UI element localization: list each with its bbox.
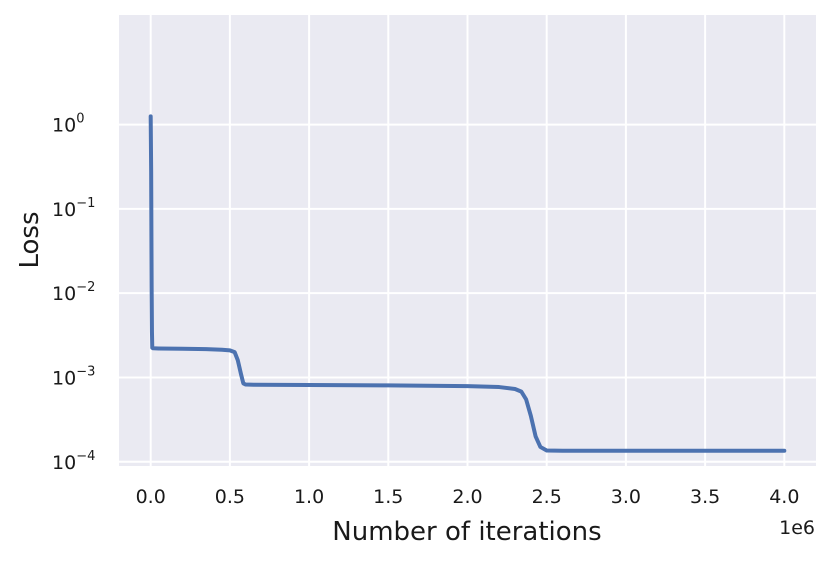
x-offset-text: 1e6: [779, 517, 815, 539]
x-tick-label: 3.0: [611, 486, 641, 508]
x-axis-label: Number of iterations: [332, 517, 601, 547]
x-tick-label: 2.5: [532, 486, 562, 508]
y-axis-label: Loss: [15, 211, 45, 268]
x-tick-label: 4.0: [769, 486, 799, 508]
tick-labels: 0.0 0.5 1.0 1.5 2.0 2.5 3.0 3.5 4.0 100 10−1 10−2 10…: [52, 112, 799, 508]
y-tick-label: 10−2: [52, 280, 95, 305]
loss-line: [148, 114, 787, 453]
x-tick-label: 0.5: [215, 486, 245, 508]
x-tick-label: 1.0: [294, 486, 324, 508]
x-tick-label: 1.5: [373, 486, 403, 508]
series-layer: [148, 114, 787, 453]
y-tick-label: 10−4: [52, 449, 95, 474]
y-tick-label: 100: [52, 112, 84, 137]
x-tick-label: 0.0: [136, 486, 166, 508]
x-tick-label: 3.5: [690, 486, 720, 508]
y-tick-label: 10−1: [52, 196, 95, 221]
grid: [119, 15, 816, 466]
x-tick-label: 2.0: [452, 486, 482, 508]
y-tick-label: 10−3: [52, 364, 95, 389]
